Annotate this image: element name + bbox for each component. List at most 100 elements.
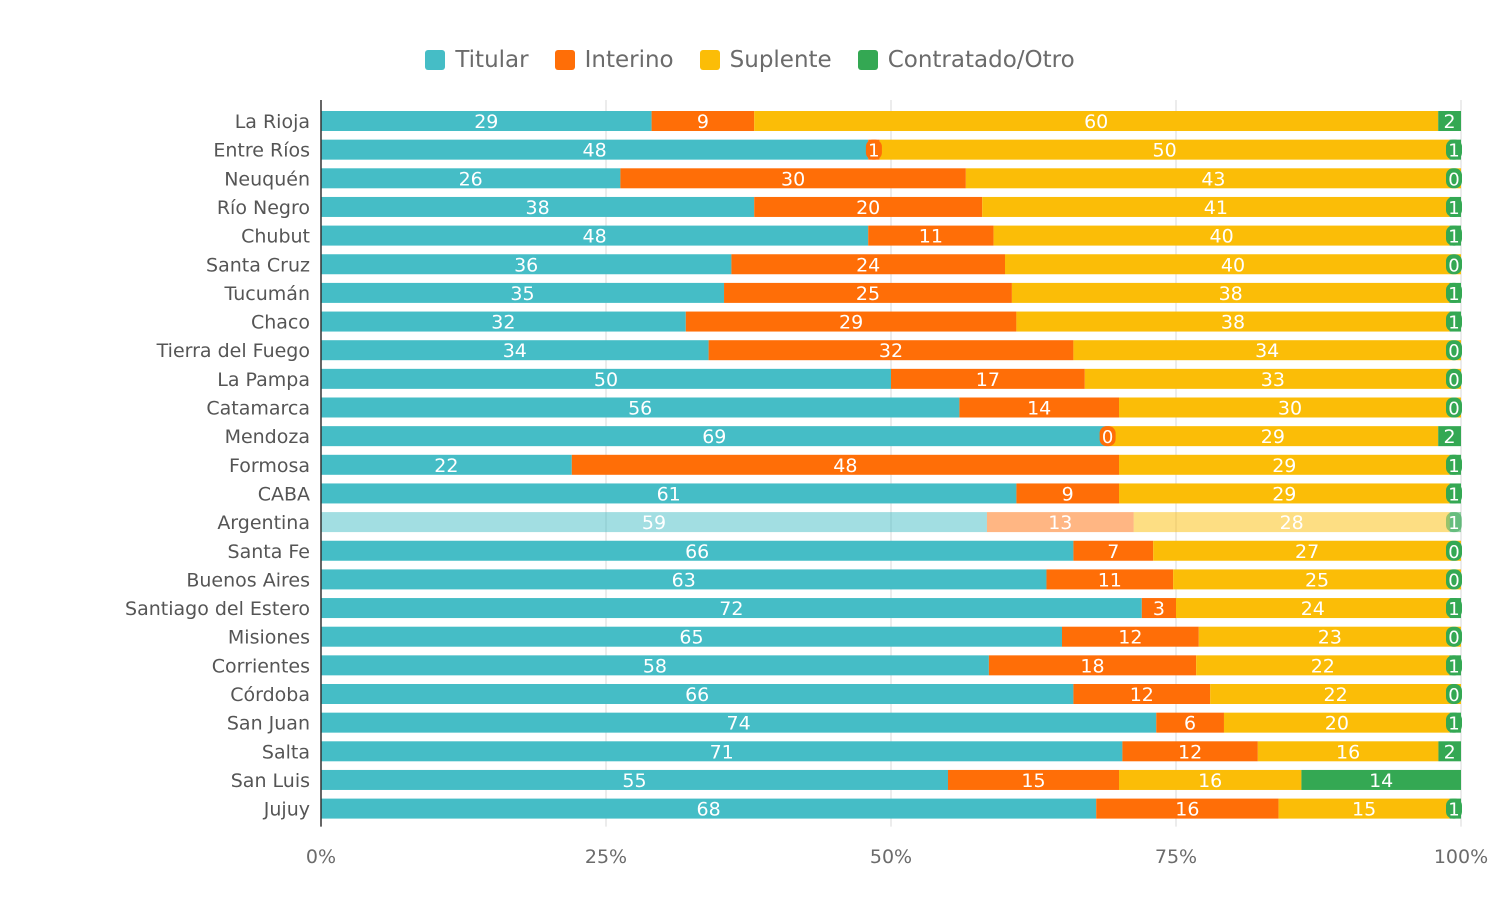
bar-segment-interino-caba[interactable] — [1016, 483, 1119, 504]
bar-segment-interino-corrientes[interactable] — [988, 655, 1197, 676]
category-label-mendoza: Mendoza — [225, 426, 310, 448]
bar-segment-interino-catamarca[interactable] — [959, 397, 1119, 418]
value-label-interino-san-juan: 6 — [1184, 713, 1196, 735]
bar-segment-titular-jujuy[interactable] — [321, 798, 1097, 819]
bar-segment-suplente-neuquen[interactable] — [965, 168, 1461, 189]
bar-segment-titular-tucuman[interactable] — [321, 282, 725, 303]
bar-segment-suplente-tierra-del-fuego[interactable] — [1073, 340, 1461, 361]
bar-segment-interino-chaco[interactable] — [685, 311, 1017, 332]
bar-segment-interino-rio-negro[interactable] — [754, 196, 983, 217]
bar-segment-suplente-formosa[interactable] — [1119, 454, 1450, 475]
legend-item-titular[interactable]: Titular — [425, 47, 529, 73]
bar-segment-titular-buenos-aires[interactable] — [321, 569, 1047, 590]
bar-segment-suplente-santiago-del-estero[interactable] — [1176, 598, 1450, 619]
category-label-la-rioja: La Rioja — [235, 111, 310, 133]
bar-segment-titular-misiones[interactable] — [321, 626, 1062, 647]
value-label-contratado-otro-chaco: 1 — [1448, 313, 1459, 334]
bar-segment-titular-mendoza[interactable] — [321, 426, 1108, 447]
bar-segment-contratado-otro-la-rioja[interactable] — [1438, 111, 1461, 131]
category-label-caba: CABA — [258, 483, 310, 505]
value-badge — [1446, 139, 1462, 160]
bar-segment-titular-entre-rios[interactable] — [321, 139, 869, 160]
bar-segment-suplente-mendoza[interactable] — [1107, 426, 1439, 447]
bar-segment-titular-la-pampa[interactable] — [321, 368, 891, 389]
value-badge — [1446, 512, 1462, 533]
bar-segment-suplente-caba[interactable] — [1119, 483, 1450, 504]
bar-segment-titular-cordoba[interactable] — [321, 684, 1074, 704]
bar-segment-interino-tierra-del-fuego[interactable] — [708, 340, 1074, 361]
bar-segment-interino-neuquen[interactable] — [620, 168, 966, 189]
bar-segment-suplente-argentina[interactable] — [1133, 512, 1450, 533]
bar-segment-titular-salta[interactable] — [321, 741, 1123, 762]
bar-segment-contratado-otro-mendoza[interactable] — [1438, 426, 1461, 447]
bar-segment-suplente-entre-rios[interactable] — [879, 139, 1450, 160]
bar-segment-titular-caba[interactable] — [321, 483, 1017, 504]
category-label-salta: Salta — [262, 741, 310, 763]
bar-segment-suplente-corrientes[interactable] — [1196, 655, 1450, 676]
bar-segment-titular-neuquen[interactable] — [321, 168, 621, 189]
bar-segment-suplente-catamarca[interactable] — [1119, 397, 1461, 418]
bar-segment-titular-corrientes[interactable] — [321, 655, 989, 676]
bar-segment-interino-santiago-del-estero[interactable] — [1141, 598, 1176, 619]
bar-segment-contratado-otro-san-luis[interactable] — [1301, 769, 1461, 790]
bar-segment-interino-tucuman[interactable] — [724, 282, 1012, 303]
bar-segment-interino-chubut[interactable] — [868, 225, 994, 246]
bar-segment-interino-santa-cruz[interactable] — [731, 254, 1005, 275]
value-labels: 29 9 60 248 1 50 126 30 43 038 20 41 148 11 40 136 24 40 0… — [434, 111, 1462, 821]
value-label-contratado-otro-salta: 2 — [1444, 741, 1456, 763]
bar-segment-suplente-tucuman[interactable] — [1011, 282, 1450, 303]
bar-segment-interino-san-luis[interactable] — [948, 769, 1119, 790]
bar-segment-titular-la-rioja[interactable] — [321, 111, 652, 131]
value-label-contratado-otro-misiones: 0 — [1448, 628, 1459, 649]
bar-segment-interino-san-juan[interactable] — [1156, 712, 1224, 733]
legend-swatch-suplente — [699, 50, 720, 70]
bar-segment-interino-formosa[interactable] — [571, 454, 1119, 475]
bar-segment-interino-misiones[interactable] — [1062, 626, 1199, 647]
bar-segment-interino-buenos-aires[interactable] — [1046, 569, 1174, 590]
value-label-interino-misiones: 12 — [1118, 627, 1142, 649]
legend-item-contratado-otro[interactable]: Contratado/Otro — [857, 47, 1075, 73]
category-label-santa-cruz: Santa Cruz — [206, 254, 310, 276]
value-badge — [1446, 655, 1462, 676]
legend-item-interino[interactable]: Interino — [554, 47, 674, 73]
bar-segment-suplente-jujuy[interactable] — [1278, 798, 1450, 819]
bar-segment-titular-san-juan[interactable] — [321, 712, 1157, 733]
value-label-contratado-otro-entre-rios: 1 — [1448, 141, 1459, 162]
bar-segment-suplente-santa-fe[interactable] — [1153, 540, 1461, 561]
bar-segment-suplente-san-juan[interactable] — [1223, 712, 1450, 733]
bar-segment-suplente-santa-cruz[interactable] — [1005, 254, 1461, 275]
bar-segment-suplente-la-rioja[interactable] — [754, 111, 1439, 131]
value-label-interino-santa-fe: 7 — [1107, 541, 1119, 563]
bar-segment-suplente-san-luis[interactable] — [1119, 769, 1302, 790]
legend-item-suplente[interactable]: Suplente — [699, 47, 832, 73]
bar-segment-interino-jujuy[interactable] — [1096, 798, 1279, 819]
bar-segment-titular-santiago-del-estero[interactable] — [321, 598, 1142, 619]
bar-segment-titular-chaco[interactable] — [321, 311, 686, 332]
category-label-chubut: Chubut — [241, 226, 310, 248]
bar-segment-titular-rio-negro[interactable] — [321, 196, 755, 217]
bar-segment-contratado-otro-salta[interactable] — [1438, 741, 1461, 762]
bar-segment-suplente-chaco[interactable] — [1016, 311, 1450, 332]
bar-segment-suplente-la-pampa[interactable] — [1084, 368, 1461, 389]
bar-segment-titular-formosa[interactable] — [321, 454, 572, 475]
bar-segment-suplente-rio-negro[interactable] — [982, 196, 1450, 217]
value-label-titular-jujuy: 68 — [697, 799, 721, 821]
bar-segment-titular-catamarca[interactable] — [321, 397, 960, 418]
bar-segment-suplente-misiones[interactable] — [1198, 626, 1461, 647]
bar-segment-titular-santa-cruz[interactable] — [321, 254, 732, 275]
bar-segment-interino-la-rioja[interactable] — [651, 111, 755, 131]
bar-segment-suplente-cordoba[interactable] — [1210, 684, 1461, 704]
bar-segment-suplente-buenos-aires[interactable] — [1173, 569, 1461, 590]
bar-segment-interino-cordoba[interactable] — [1073, 684, 1211, 704]
bar-segment-titular-argentina[interactable] — [321, 512, 987, 533]
bar-segment-interino-santa-fe[interactable] — [1073, 540, 1154, 561]
bar-segment-titular-san-luis[interactable] — [321, 769, 948, 790]
bar-segment-suplente-chubut[interactable] — [993, 225, 1450, 246]
bar-segment-interino-salta[interactable] — [1122, 741, 1258, 762]
bar-segment-suplente-salta[interactable] — [1257, 741, 1439, 762]
bar-segment-interino-la-pampa[interactable] — [891, 368, 1085, 389]
bar-segment-titular-tierra-del-fuego[interactable] — [321, 340, 709, 361]
bar-segment-titular-chubut[interactable] — [321, 225, 869, 246]
bar-segment-interino-argentina[interactable] — [986, 512, 1134, 533]
bar-segment-titular-santa-fe[interactable] — [321, 540, 1074, 561]
